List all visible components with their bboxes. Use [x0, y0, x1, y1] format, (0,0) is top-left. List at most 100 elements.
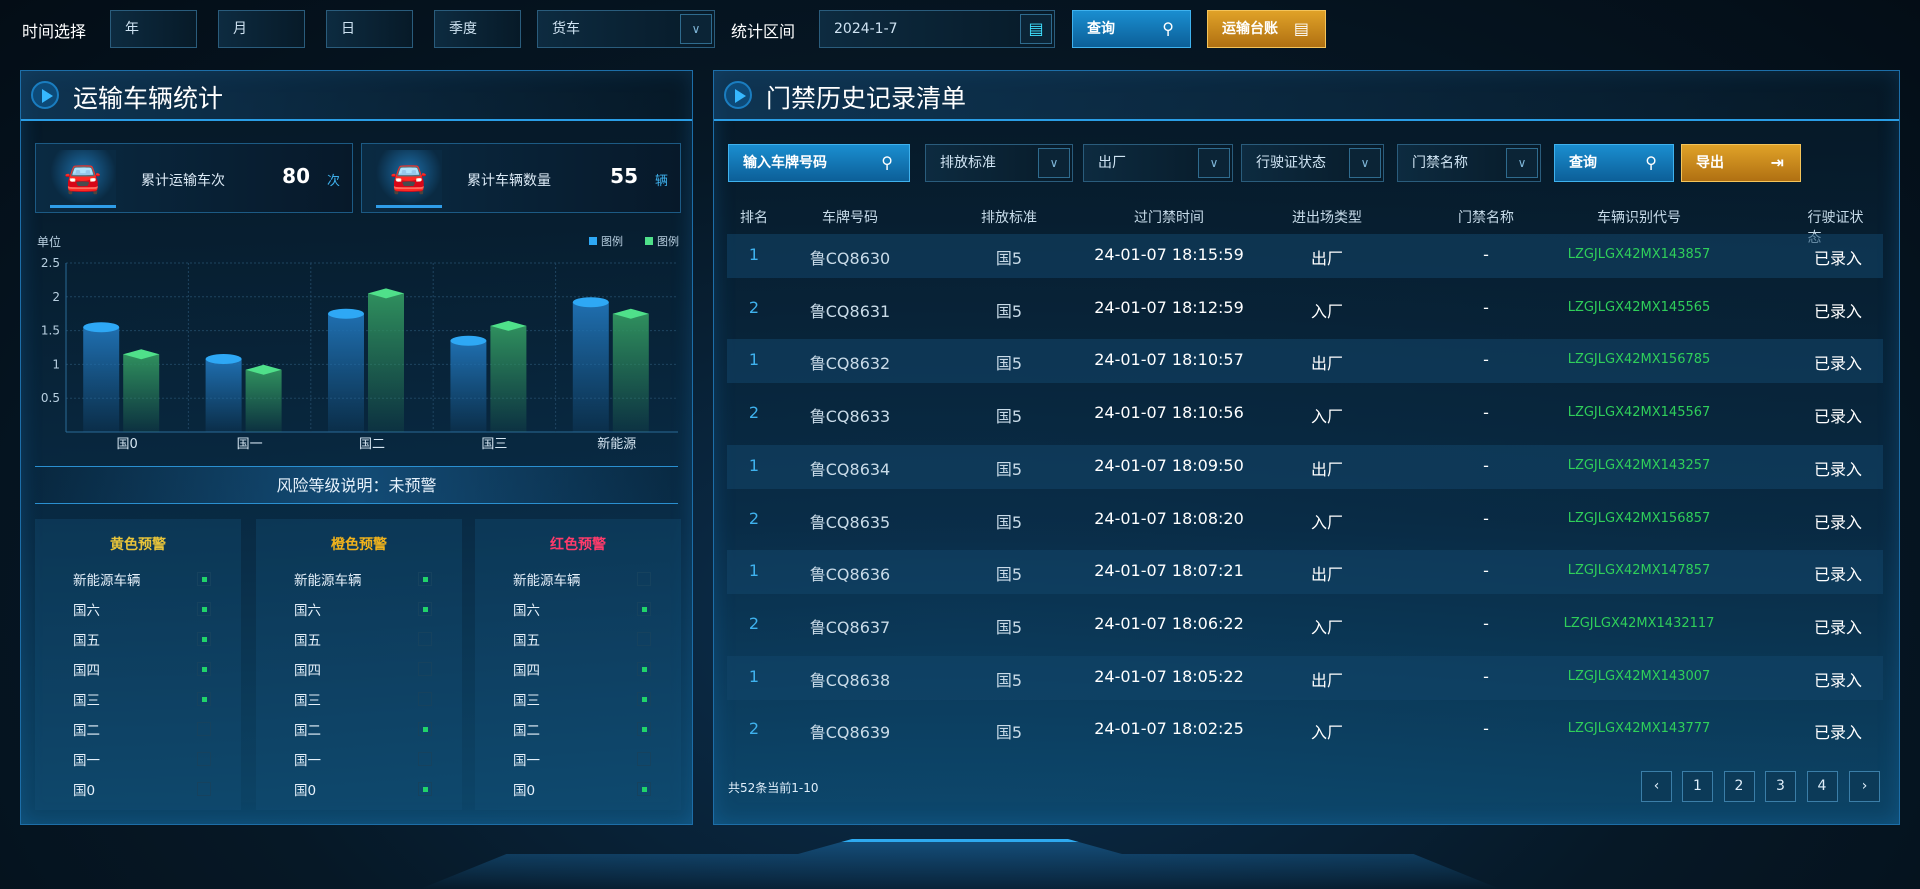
table-row[interactable]: 1 鲁CQ8638 国5 24-01-07 18:05:22 出厂 - LZGJLGX42M…	[727, 655, 1883, 700]
direction-select[interactable]: 出厂 ∨	[1083, 144, 1233, 182]
date-picker[interactable]: 2024-1-7 ▤	[819, 10, 1055, 48]
column-header[interactable]: 排名	[740, 210, 768, 226]
risk-row-label: 国五	[513, 633, 540, 649]
search-icon: ⚲	[881, 153, 893, 172]
table-row[interactable]: 1 鲁CQ8630 国5 24-01-07 18:15:59 出厂 - LZGJLGX42M…	[727, 234, 1883, 278]
year-select[interactable]: 年	[110, 10, 197, 48]
status-indicator-icon	[418, 722, 432, 736]
month-select[interactable]: 月	[218, 10, 305, 48]
plate-search-input[interactable]: 输入车牌号码 ⚲	[728, 144, 910, 182]
bar	[123, 354, 160, 432]
table-cell: 已录入	[1813, 354, 1863, 374]
risk-row: 国三	[294, 689, 432, 709]
risk-row: 国六	[513, 599, 651, 619]
prev-page-button[interactable]: ‹	[1641, 771, 1672, 802]
gate-history-panel: 门禁历史记录清单 输入车牌号码 ⚲ 排放标准 ∨ 出厂 ∨ 行驶证状态 ∨ 门禁名称 ∨ …	[713, 70, 1900, 825]
transport-stats-panel: 运输车辆统计 🚘 累计运输车次 80 次 🚘 累计车辆数量 55 辆 单位 0.5…	[20, 70, 693, 825]
calendar-icon[interactable]: ▤	[1020, 14, 1052, 44]
table-row[interactable]: 2 鲁CQ8631 国5 24-01-07 18:12:59 入厂 - LZGJLGX42M…	[727, 287, 1883, 331]
column-header[interactable]: 车牌号码	[822, 210, 878, 226]
table-cell: 国5	[995, 565, 1023, 585]
page-button[interactable]: 2	[1723, 771, 1755, 802]
kpi-label: 累计运输车次	[141, 173, 225, 189]
table-cell: LZGJLGX42MX1432117	[1563, 615, 1715, 631]
table-row[interactable]: 2 鲁CQ8639 国5 24-01-07 18:02:25 入厂 - LZGJLGX42M…	[727, 708, 1883, 752]
query-button[interactable]: 查询 ⚲	[1554, 144, 1674, 182]
column-header[interactable]: 车辆识别代号	[1597, 210, 1681, 226]
risk-column: 橙色预警 新能源车辆 国六 国五 国四 国三 国二 国一 国0	[256, 519, 462, 810]
risk-row-label: 新能源车辆	[294, 573, 362, 589]
plate-placeholder: 输入车牌号码	[743, 155, 827, 171]
license-status-value: 行驶证状态	[1256, 155, 1326, 171]
status-indicator-icon	[637, 602, 651, 616]
table-cell: 国5	[995, 670, 1023, 690]
table-row[interactable]: 1 鲁CQ8634 国5 24-01-07 18:09:50 出厂 - LZGJLGX42M…	[727, 444, 1883, 489]
legend-label: 图例	[601, 234, 623, 248]
table-cell: 1	[748, 350, 760, 370]
vehicle-type-select[interactable]: 货车 ∨	[537, 10, 715, 48]
quarter-select[interactable]: 季度	[434, 10, 521, 48]
y-tick-label: 1.5	[41, 324, 60, 338]
table-cell: 鲁CQ8633	[809, 407, 891, 427]
page-button[interactable]: 4	[1806, 771, 1838, 802]
chevron-down-icon[interactable]: ∨	[1349, 148, 1381, 178]
chevron-down-icon[interactable]: ∨	[680, 14, 712, 44]
table-cell: LZGJLGX42MX156785	[1567, 352, 1711, 368]
table-cell: 国5	[995, 407, 1023, 427]
table-row[interactable]: 2 鲁CQ8635 国5 24-01-07 18:08:20 入厂 - LZGJLGX42M…	[727, 498, 1883, 542]
table-cell: -	[1483, 719, 1489, 739]
risk-row: 新能源车辆	[294, 569, 432, 589]
table-cell: 入厂	[1310, 407, 1344, 427]
risk-row: 国五	[513, 629, 651, 649]
transport-ledger-button[interactable]: 运输台账 ▤	[1207, 10, 1326, 48]
risk-row: 国0	[73, 779, 211, 799]
table-cell: 已录入	[1813, 459, 1863, 479]
bar-cap	[328, 308, 364, 319]
table-cell: 24-01-07 18:10:57	[1094, 350, 1244, 370]
gate-name-select[interactable]: 门禁名称 ∨	[1397, 144, 1541, 182]
emission-select[interactable]: 排放标准 ∨	[925, 144, 1073, 182]
risk-column-title: 黄色预警	[110, 537, 166, 553]
table-cell: 国5	[995, 617, 1023, 637]
status-indicator-icon	[197, 692, 211, 706]
query-button[interactable]: 查询 ⚲	[1072, 10, 1191, 48]
status-indicator-icon	[637, 632, 651, 646]
status-indicator-icon	[418, 782, 432, 796]
emission-value: 排放标准	[940, 155, 996, 171]
export-button[interactable]: 导出 ⇥	[1681, 144, 1801, 182]
page-button[interactable]: 3	[1765, 771, 1796, 802]
table-cell: LZGJLGX42MX143857	[1567, 247, 1711, 262]
table-cell: 已录入	[1813, 407, 1863, 427]
table-cell: 鲁CQ8637	[809, 617, 891, 637]
y-tick-label: 2	[52, 290, 60, 304]
chevron-down-icon[interactable]: ∨	[1506, 148, 1538, 178]
table-row[interactable]: 1 鲁CQ8636 国5 24-01-07 18:07:21 出厂 - LZGJLGX42M…	[727, 550, 1883, 595]
day-select[interactable]: 日	[326, 10, 413, 48]
risk-row: 国三	[73, 689, 211, 709]
table-row[interactable]: 2 鲁CQ8633 国5 24-01-07 18:10:56 入厂 - LZGJLGX42M…	[727, 392, 1883, 436]
table-cell: LZGJLGX42MX145565	[1567, 299, 1711, 315]
table-cell: 鲁CQ8632	[809, 354, 891, 374]
table-cell: 入厂	[1310, 301, 1344, 321]
column-header[interactable]: 进出场类型	[1292, 210, 1362, 226]
table-cell: 国5	[995, 354, 1023, 374]
license-status-select[interactable]: 行驶证状态 ∨	[1241, 144, 1384, 182]
chevron-down-icon[interactable]: ∨	[1198, 148, 1230, 178]
table-cell: -	[1483, 666, 1489, 686]
table-row[interactable]: 2 鲁CQ8637 国5 24-01-07 18:06:22 入厂 - LZGJLGX42M…	[727, 603, 1883, 647]
risk-row-label: 国一	[513, 753, 540, 769]
table-cell: 鲁CQ8639	[809, 723, 891, 743]
chevron-down-icon[interactable]: ∨	[1038, 148, 1070, 178]
table-cell: 24-01-07 18:08:20	[1094, 508, 1244, 528]
column-header[interactable]: 门禁名称	[1458, 210, 1514, 226]
table-cell: -	[1483, 508, 1489, 528]
column-header[interactable]: 排放标准	[981, 210, 1037, 226]
table-row[interactable]: 1 鲁CQ8632 国5 24-01-07 18:10:57 出厂 - LZGJLGX42M…	[727, 339, 1883, 384]
table-cell: 已录入	[1813, 301, 1863, 321]
column-header[interactable]: 过门禁时间	[1134, 210, 1204, 226]
risk-row-label: 国六	[73, 603, 100, 619]
table-cell: 2	[748, 613, 760, 633]
page-button[interactable]: 1	[1682, 771, 1713, 802]
next-page-button[interactable]: ›	[1849, 771, 1880, 802]
risk-row-label: 国二	[73, 723, 100, 739]
